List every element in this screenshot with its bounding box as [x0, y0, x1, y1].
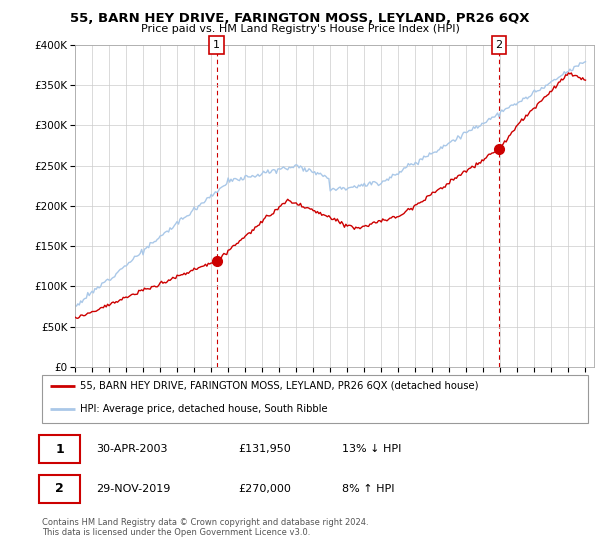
Text: 55, BARN HEY DRIVE, FARINGTON MOSS, LEYLAND, PR26 6QX (detached house): 55, BARN HEY DRIVE, FARINGTON MOSS, LEYL… [80, 381, 479, 391]
Text: 30-APR-2003: 30-APR-2003 [97, 444, 168, 454]
Text: 8% ↑ HPI: 8% ↑ HPI [342, 484, 395, 494]
FancyBboxPatch shape [42, 375, 588, 423]
Text: 55, BARN HEY DRIVE, FARINGTON MOSS, LEYLAND, PR26 6QX: 55, BARN HEY DRIVE, FARINGTON MOSS, LEYL… [70, 12, 530, 25]
Text: 1: 1 [213, 40, 220, 50]
Text: 2: 2 [496, 40, 503, 50]
Text: HPI: Average price, detached house, South Ribble: HPI: Average price, detached house, Sout… [80, 404, 328, 414]
Text: £131,950: £131,950 [239, 444, 292, 454]
Text: Price paid vs. HM Land Registry's House Price Index (HPI): Price paid vs. HM Land Registry's House … [140, 24, 460, 34]
Text: 29-NOV-2019: 29-NOV-2019 [97, 484, 171, 494]
Text: Contains HM Land Registry data © Crown copyright and database right 2024.
This d: Contains HM Land Registry data © Crown c… [42, 518, 368, 538]
FancyBboxPatch shape [39, 435, 80, 463]
Text: 13% ↓ HPI: 13% ↓ HPI [342, 444, 401, 454]
Text: 2: 2 [55, 483, 64, 496]
Text: 1: 1 [55, 442, 64, 455]
Text: £270,000: £270,000 [239, 484, 292, 494]
FancyBboxPatch shape [39, 475, 80, 503]
